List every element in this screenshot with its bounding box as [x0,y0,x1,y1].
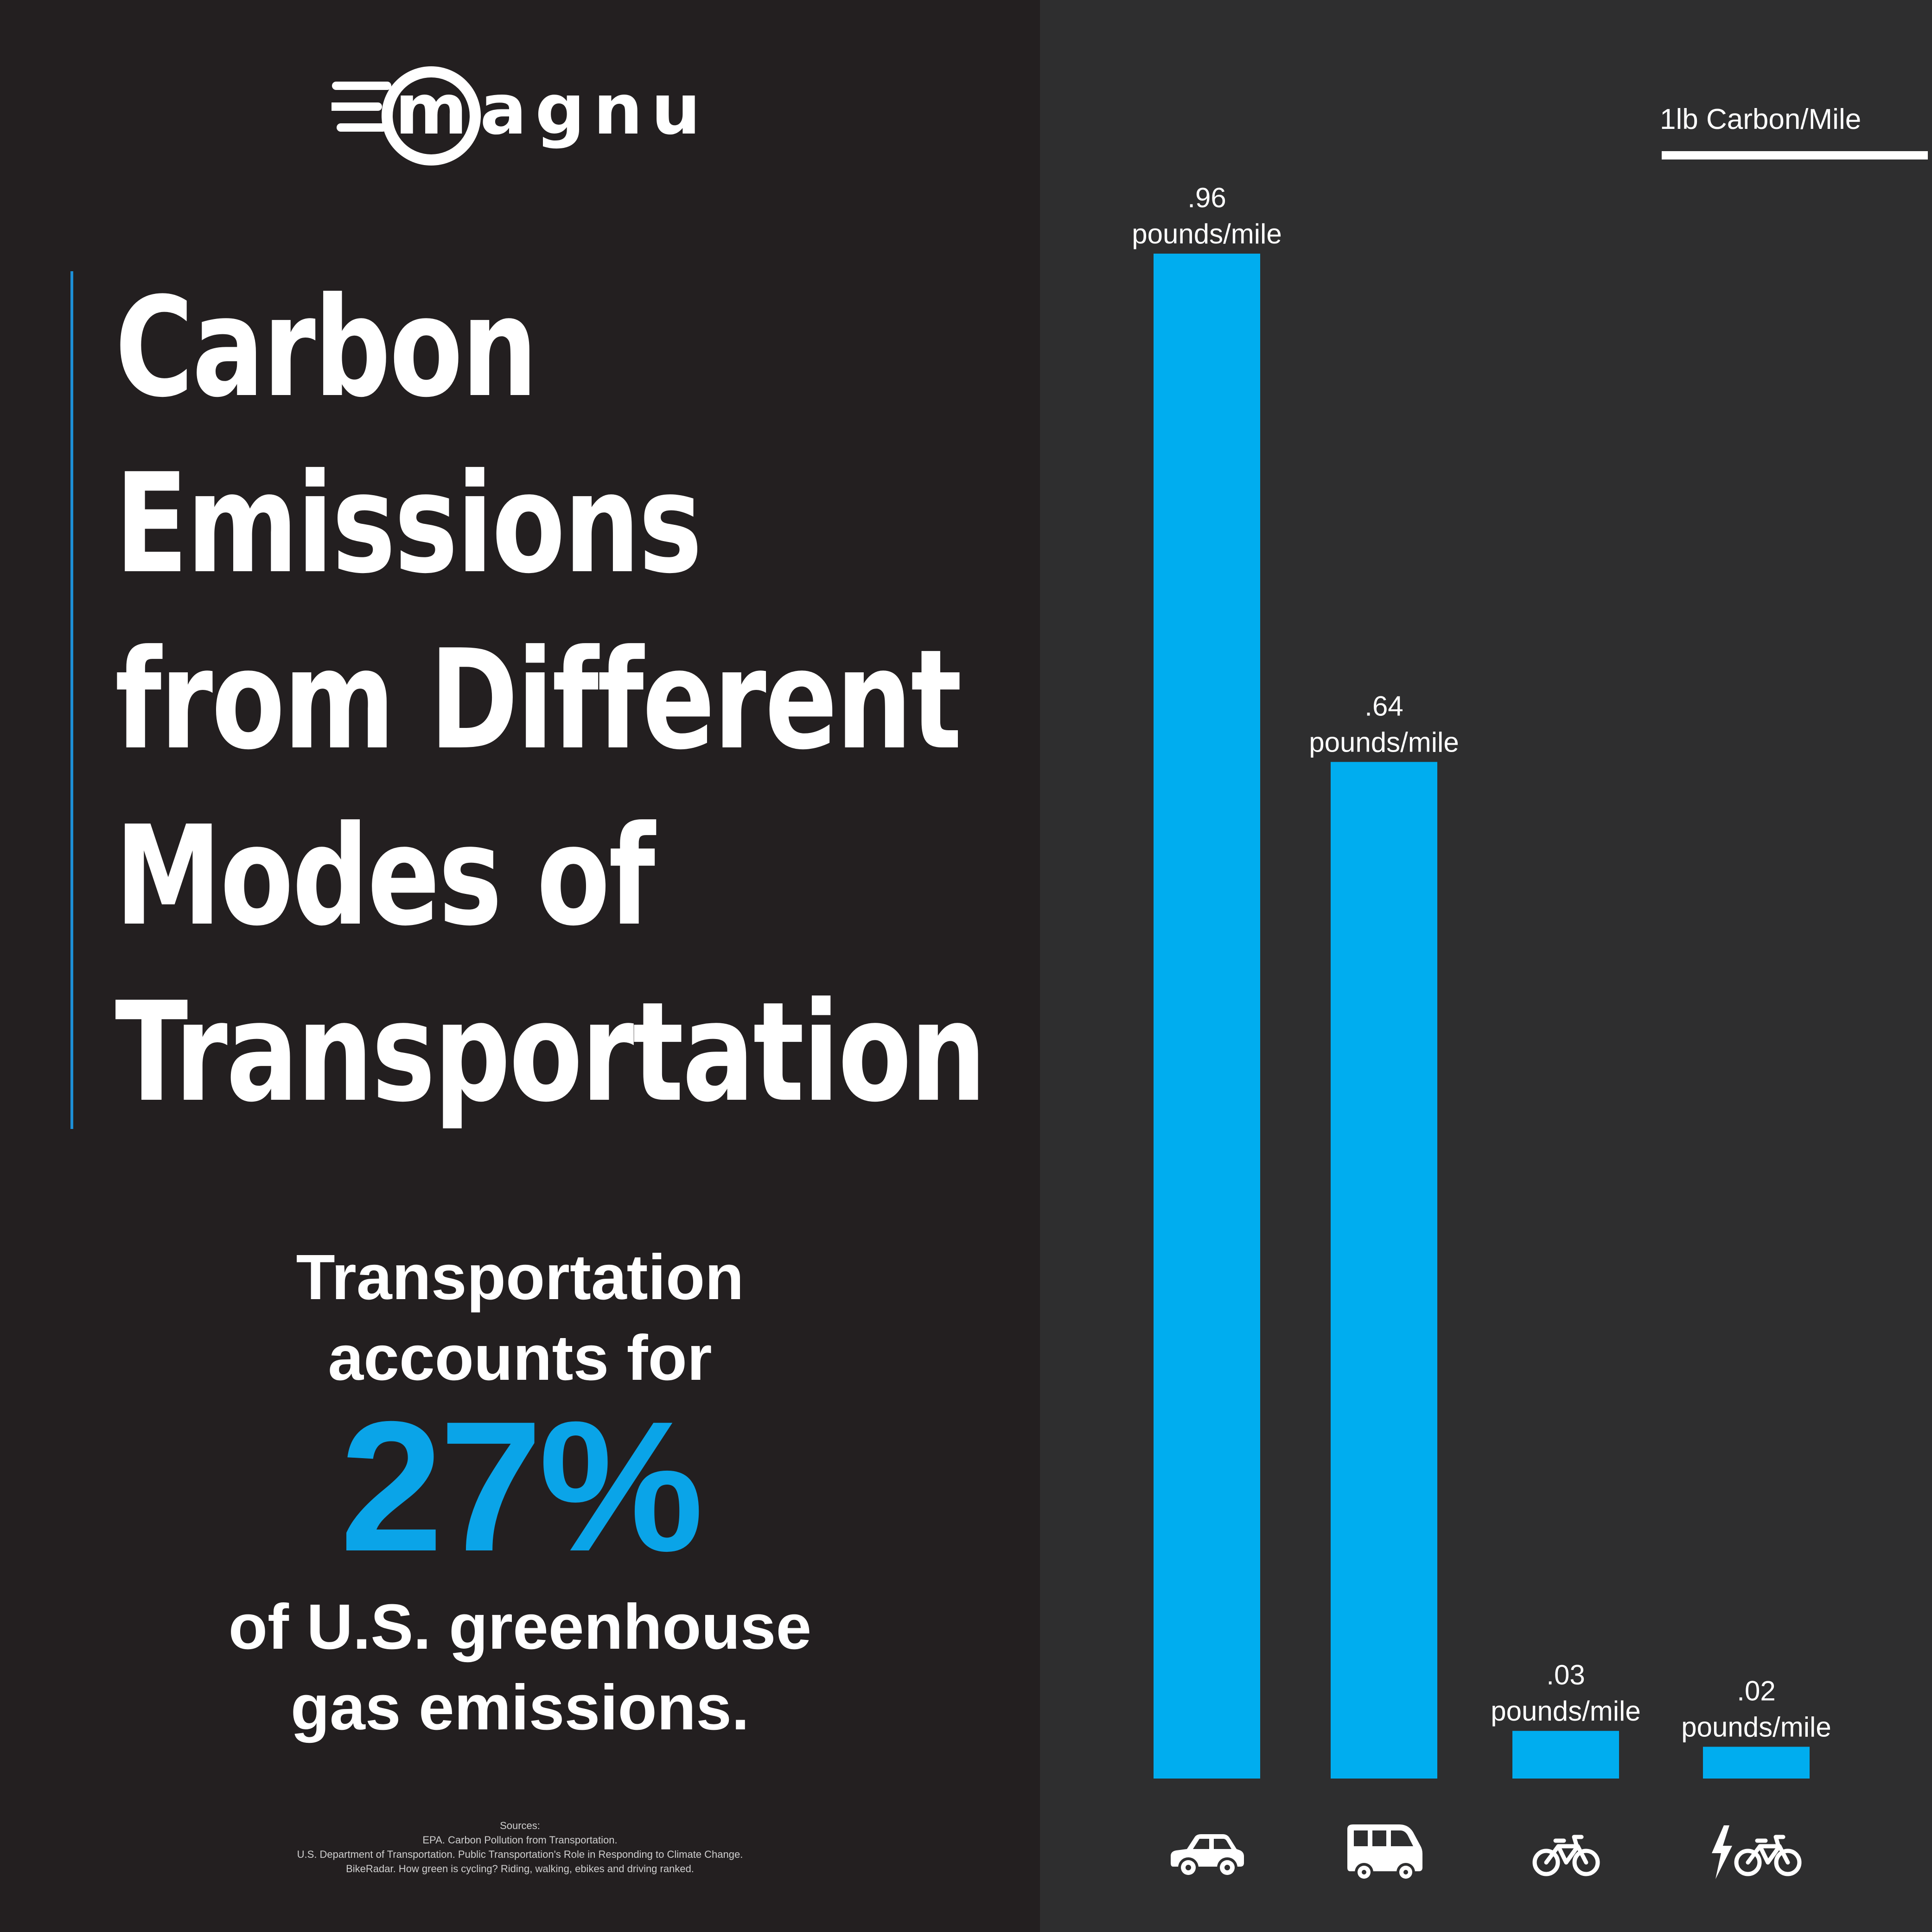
page-title: Carbon Emissions from Different Modes of… [115,260,986,1141]
stat-line-2: accounts for [328,1322,712,1394]
bar-unit-label: pounds/mile [1309,727,1459,758]
legend-scale-line [1662,151,1928,159]
stat-line-3: of U.S. greenhouse [228,1591,812,1663]
sources: Sources: EPA. Carbon Pollution from Tran… [0,1818,1040,1876]
bar-unit-label: pounds/mile [1681,1711,1831,1742]
stat-percentage: 27% [340,1383,704,1590]
title-line: Emissions [115,444,702,604]
source-item: BikeRadar. How green is cycling? Riding,… [346,1863,694,1875]
source-item: U.S. Department of Transportation. Publi… [297,1849,743,1860]
stat-block: Transportation accounts for 27% of U.S. … [0,1237,1040,1748]
title-line: Carbon [115,268,538,427]
title-line: Transportation [115,972,986,1132]
bar-value-label: .02 [1737,1675,1775,1706]
bar-unit-label: pounds/mile [1132,218,1282,249]
bar-value-label: .64 [1365,690,1403,721]
source-item: EPA. Carbon Pollution from Transportatio… [422,1834,618,1846]
bar-ebike [1703,1747,1810,1779]
bicycle-icon [1532,1835,1600,1876]
stat-line-4: gas emissions. [290,1672,750,1743]
bus-icon [1347,1824,1422,1881]
stat-line-1: Transportation [296,1242,744,1313]
title-accent-line [70,271,73,1129]
bar-car [1154,254,1260,1779]
svg-text:m: m [395,70,467,150]
bar-value-label: .03 [1546,1659,1585,1690]
ebike-icon [1712,1825,1802,1879]
legend-label: 1lb Carbon/Mile [1660,103,1862,135]
left-panel [0,0,1040,1932]
car-icon [1171,1834,1244,1878]
sources-heading: Sources: [500,1820,540,1831]
bar-bus [1331,762,1437,1779]
bar-bicycle [1512,1731,1619,1779]
bar-value-label: .96 [1187,182,1226,213]
title-line: Modes of [115,796,655,956]
bar-unit-label: pounds/mile [1491,1696,1641,1727]
title-line: from Different [115,620,962,780]
